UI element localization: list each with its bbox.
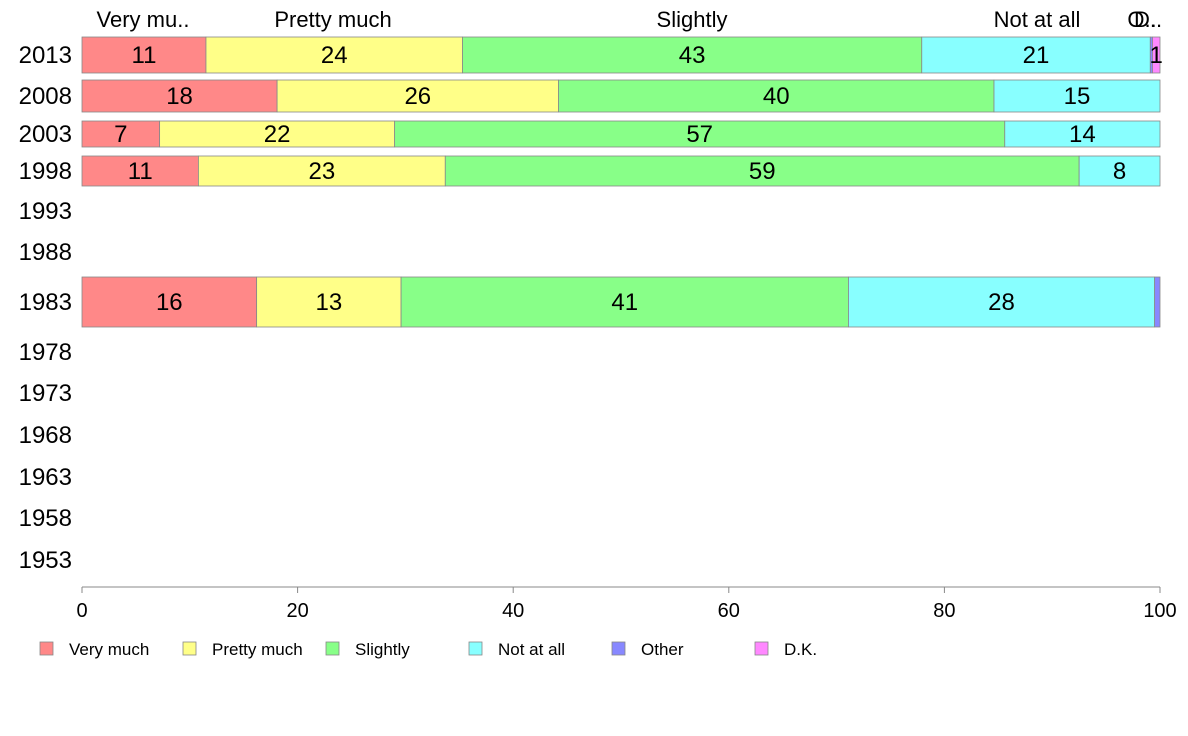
year-label-1968: 1968 [19, 422, 72, 449]
value-label-1983-pretty-much: 13 [316, 289, 343, 316]
bar-2013-slightly [462, 36, 923, 74]
legend-label-very-much: Very much [69, 640, 149, 659]
bar-1983-slightly [400, 276, 849, 328]
bar-1998-very-much [81, 155, 199, 187]
legend-label-pretty-much: Pretty much [212, 640, 303, 659]
value-label-1998-not-at-all: 8 [1113, 158, 1126, 185]
bar-1998-slightly [444, 155, 1080, 187]
top-label-3: Not at all [994, 7, 1081, 32]
value-label-2013-d-k-: 1 [1150, 42, 1163, 69]
year-label-1998: 1998 [19, 158, 72, 185]
x-tick-label-20: 20 [286, 600, 308, 622]
bar-2003-not-at-all [1004, 120, 1161, 148]
legend-swatch-slightly [325, 641, 340, 656]
bar-2003-slightly [394, 120, 1006, 148]
legend-label-slightly: Slightly [355, 640, 410, 659]
year-label-1973: 1973 [19, 380, 72, 407]
value-label-2003-pretty-much: 22 [264, 121, 291, 148]
legend-swatch-pretty-much [182, 641, 197, 656]
year-label-1988: 1988 [19, 239, 72, 266]
bar-1983-not-at-all [848, 276, 1156, 328]
legend-swatch-other [611, 641, 626, 656]
value-label-2013-pretty-much: 24 [321, 42, 348, 69]
value-label-1998-very-much: 11 [128, 158, 153, 185]
bar-2008-slightly [558, 79, 995, 113]
year-label-1978: 1978 [19, 339, 72, 366]
legend-swatch-not-at-all [468, 641, 483, 656]
bar-2003-very-much [81, 120, 161, 148]
bar-1998-pretty-much [198, 155, 446, 187]
bar-1983-other [1154, 276, 1161, 328]
value-label-1998-slightly: 59 [749, 158, 776, 185]
bar-2013-pretty-much [205, 36, 463, 74]
x-tick-label-80: 80 [933, 600, 955, 622]
bar-2008-pretty-much [276, 79, 559, 113]
year-label-1953: 1953 [19, 547, 72, 574]
value-label-2013-slightly: 43 [679, 42, 706, 69]
top-label-5: D.. [1134, 7, 1162, 32]
value-label-1998-pretty-much: 23 [309, 158, 336, 185]
bar-2013-not-at-all [921, 36, 1151, 74]
bar-1998-not-at-all [1078, 155, 1161, 187]
value-label-2003-very-much: 7 [114, 121, 127, 148]
x-tick-label-100: 100 [1143, 600, 1176, 622]
legend-label-other: Other [641, 640, 684, 659]
value-label-2008-slightly: 40 [763, 83, 790, 110]
x-tick-label-60: 60 [718, 600, 740, 622]
legend-label-d-k-: D.K. [784, 640, 817, 659]
legend-swatch-d-k- [754, 641, 769, 656]
legend-swatch-very-much [39, 641, 54, 656]
legend-label-not-at-all: Not at all [498, 640, 565, 659]
top-label-0: Very mu.. [97, 7, 190, 32]
value-label-2013-very-much: 11 [132, 42, 157, 69]
value-label-2003-slightly: 57 [686, 121, 713, 148]
bar-2008-not-at-all [993, 79, 1161, 113]
year-label-1963: 1963 [19, 464, 72, 491]
x-tick-label-0: 0 [76, 600, 87, 622]
value-label-1983-not-at-all: 28 [988, 289, 1015, 316]
bar-1983-very-much [81, 276, 258, 328]
bar-2013-d-k- [1152, 36, 1161, 74]
year-label-2008: 2008 [19, 83, 72, 110]
year-label-2013: 2013 [19, 42, 72, 69]
bar-2013-very-much [81, 36, 207, 74]
year-label-2003: 2003 [19, 121, 72, 148]
value-label-1983-very-much: 16 [156, 289, 183, 316]
top-label-2: Slightly [657, 7, 728, 32]
year-label-1993: 1993 [19, 198, 72, 225]
year-label-1958: 1958 [19, 505, 72, 532]
value-label-1983-slightly: 41 [611, 289, 638, 316]
year-label-1983: 1983 [19, 289, 72, 316]
value-label-2008-very-much: 18 [166, 83, 193, 110]
bar-1983-pretty-much [256, 276, 402, 328]
value-label-2003-not-at-all: 14 [1069, 121, 1096, 148]
x-tick-label-40: 40 [502, 600, 524, 622]
value-label-2008-pretty-much: 26 [404, 83, 431, 110]
bar-2008-very-much [81, 79, 278, 113]
top-label-4: O.. [1127, 7, 1156, 32]
top-label-1: Pretty much [274, 7, 391, 32]
value-label-2013-not-at-all: 21 [1023, 42, 1050, 69]
value-label-2008-not-at-all: 15 [1064, 83, 1091, 110]
